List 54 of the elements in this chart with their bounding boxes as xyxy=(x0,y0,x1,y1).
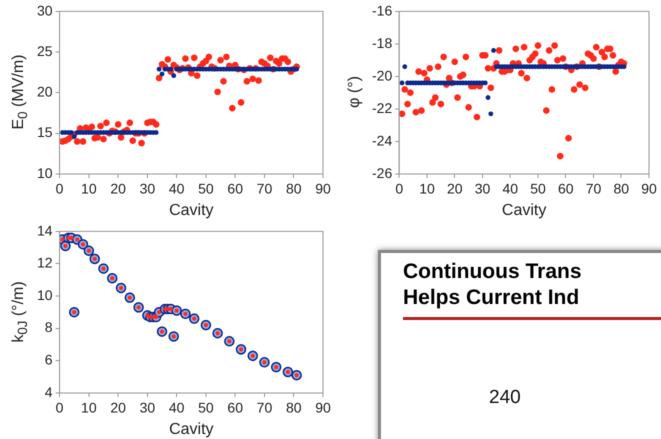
x-tick-label: 20 xyxy=(110,180,126,196)
x-tick-label: 20 xyxy=(446,180,463,196)
x-tick-label: 0 xyxy=(395,180,404,196)
y-tick-label: 4 xyxy=(44,384,53,400)
text: Continuous Trans Helps Current Ind xyxy=(403,259,582,311)
x-tick-label: 50 xyxy=(530,180,546,196)
x-tick-label: 10 xyxy=(419,180,435,196)
x-tick-label: 70 xyxy=(256,180,272,196)
x-tick-label: 50 xyxy=(198,399,214,416)
x-tick-label: 10 xyxy=(81,180,97,196)
y-tick-label: 14 xyxy=(36,222,53,238)
y-tick-label: -22 xyxy=(372,100,392,116)
y-axis-title: φ (°) xyxy=(346,76,364,108)
x-axis-title: Cavity xyxy=(502,202,546,219)
point xyxy=(60,237,64,242)
x-tick-label: 80 xyxy=(613,180,630,196)
y-tick-label: -18 xyxy=(372,34,392,51)
x-tick-label: 80 xyxy=(286,180,302,196)
y-tick-label: -26 xyxy=(372,164,392,181)
x-tick-label: 70 xyxy=(256,399,272,416)
x-tick-label: 30 xyxy=(140,399,156,416)
y-tick-label: 30 xyxy=(36,2,53,18)
y-tick-label: 10 xyxy=(36,286,53,303)
x-tick-label: 40 xyxy=(502,180,518,196)
x-tick-label: 0 xyxy=(56,399,64,416)
x-tick-label: 10 xyxy=(81,399,97,416)
x-tick-label: 70 xyxy=(586,180,602,196)
x-tick-label: 40 xyxy=(168,180,185,196)
y-tick-label: 12 xyxy=(36,254,53,271)
x-tick-label: 40 xyxy=(168,399,185,416)
y-tick-label: 10 xyxy=(36,164,53,181)
x-tick-label: 20 xyxy=(110,399,126,416)
y-tick-label: -16 xyxy=(372,2,392,18)
x-tick-label: 90 xyxy=(641,180,657,196)
x-tick-label: 50 xyxy=(198,180,214,196)
x-tick-label: 0 xyxy=(56,180,64,196)
x-tick-label: 60 xyxy=(558,180,574,196)
x-axis-title: Cavity xyxy=(169,202,214,219)
x-axis-title: Cavity xyxy=(169,420,214,438)
y-tick-label: -24 xyxy=(372,132,392,148)
text: 240 xyxy=(489,387,521,409)
x-tick-label: 80 xyxy=(286,399,302,416)
y-tick-label: 6 xyxy=(44,352,53,368)
x-tick-label: 60 xyxy=(227,399,244,416)
y-tick-label: 20 xyxy=(36,84,53,100)
y-tick-label: 8 xyxy=(44,319,53,336)
y-tick-label: -20 xyxy=(372,67,392,84)
x-tick-label: 90 xyxy=(315,399,331,416)
x-tick-label: 60 xyxy=(227,180,244,196)
y-tick-label: 15 xyxy=(36,124,53,140)
x-tick-label: 30 xyxy=(474,180,490,196)
x-tick-label: 30 xyxy=(140,180,156,196)
x-tick-label: 90 xyxy=(315,180,331,196)
y-tick-label: 25 xyxy=(36,42,53,59)
